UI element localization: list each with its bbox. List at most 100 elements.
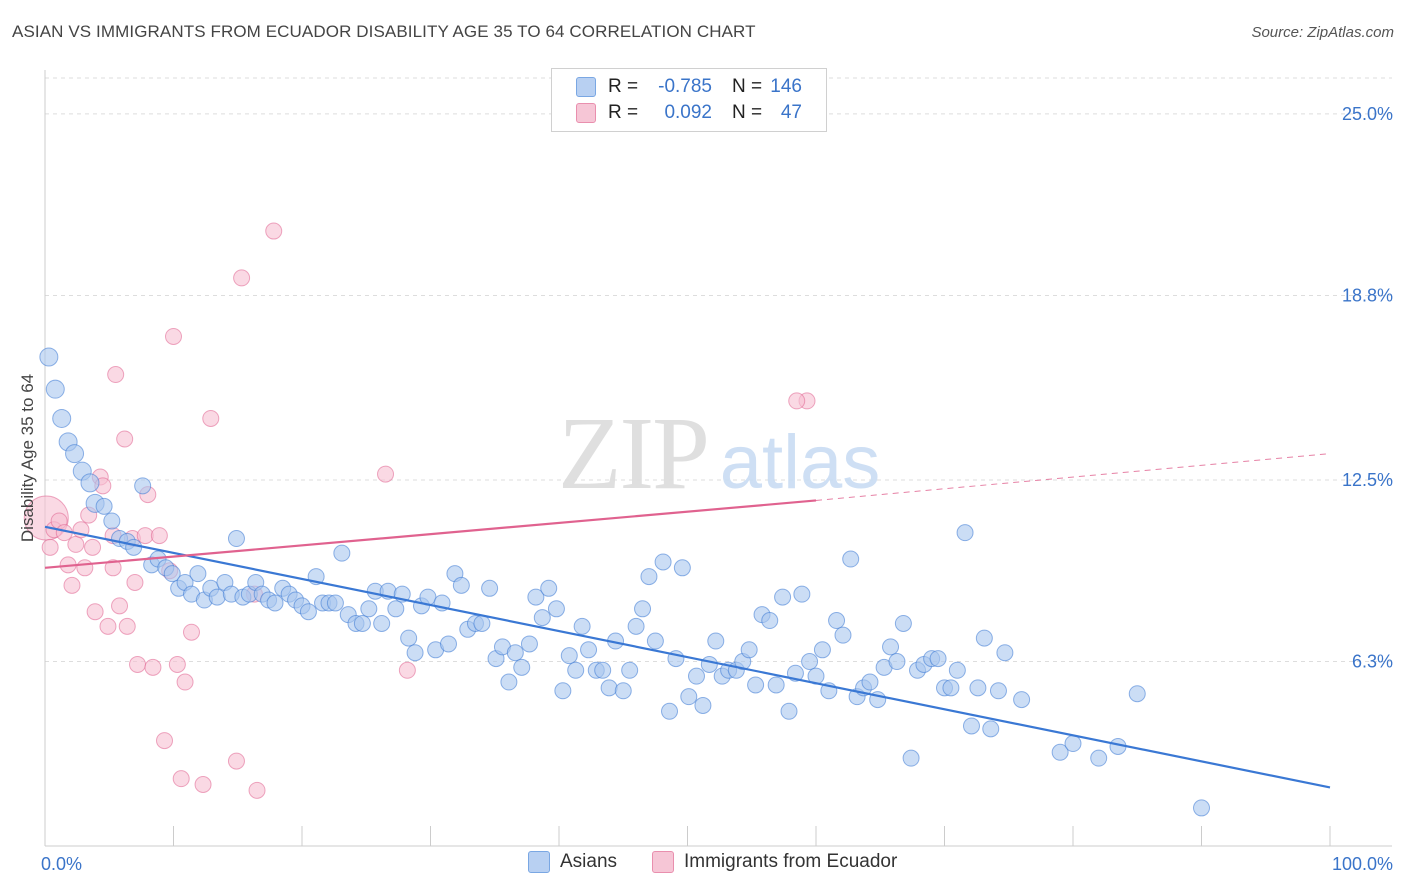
asian-point (299, 603, 317, 621)
asian-point (975, 629, 993, 647)
asian-point (646, 632, 664, 650)
asian-point (894, 614, 912, 632)
ecuador-point (84, 538, 102, 556)
ecuador-point (227, 752, 245, 770)
asian-point (65, 444, 85, 464)
asian-point (1128, 685, 1146, 703)
ecuador-point (41, 538, 59, 556)
asian-point (333, 544, 351, 562)
asians-legend-label: Asians (560, 851, 618, 872)
asian-point (962, 717, 980, 735)
asian-point (621, 661, 639, 679)
legend-item-asians[interactable]: Asians (528, 851, 617, 873)
asian-point (387, 600, 405, 618)
asian-point (640, 568, 658, 586)
asian-point (554, 682, 572, 700)
asian-point (1051, 743, 1069, 761)
asian-point (45, 379, 65, 399)
asian-point (969, 679, 987, 697)
asian-points (39, 347, 1210, 817)
x-tick-label: 100.0% (1332, 854, 1393, 874)
asian-point (189, 565, 207, 583)
ecuador-trend-line-dashed (815, 453, 1331, 501)
legend-item-ecuador[interactable]: Immigrants from Ecuador (652, 851, 897, 873)
asian-point (1013, 691, 1031, 709)
asian-point (842, 550, 860, 568)
asian-point (740, 641, 758, 659)
legend-row-ecuador: R = 0.092 N = 47 (576, 101, 802, 125)
asian-point (594, 661, 612, 679)
asian-point (861, 673, 879, 691)
asian-point (680, 688, 698, 706)
ecuador-point (99, 617, 117, 635)
y-tick-label: 12.5% (1342, 470, 1393, 490)
ecuador-point (67, 535, 85, 553)
asians-swatch (576, 77, 596, 97)
r-label: R = (608, 76, 639, 97)
asian-point (687, 667, 705, 685)
asians-legend-swatch (528, 851, 550, 873)
series-legend: Asians Immigrants from Ecuador (0, 851, 1406, 877)
stats-legend: R = -0.785 N = 146 R = 0.092 N = 47 (551, 68, 827, 132)
trend-lines (44, 453, 1331, 789)
ecuador-point (168, 655, 186, 673)
legend-row-asians: R = -0.785 N = 146 (576, 75, 802, 99)
y-tick-label: 18.8% (1342, 285, 1393, 305)
asian-point (540, 579, 558, 597)
asian-point (506, 644, 524, 662)
asian-point (163, 565, 181, 583)
ecuador-point (156, 732, 174, 750)
asian-point (266, 594, 284, 612)
y-tick-label: 25.0% (1342, 104, 1393, 124)
asian-point (813, 641, 831, 659)
n-label: N = (732, 76, 763, 97)
asian-trend-line (44, 525, 1331, 789)
ecuador-point (176, 673, 194, 691)
asian-point (673, 559, 691, 577)
ecuador-point (248, 781, 266, 799)
watermark-zip: ZIP (558, 396, 708, 511)
watermark: ZIP atlas (558, 396, 880, 511)
ecuador-point (172, 770, 190, 788)
ecuador-point (126, 573, 144, 591)
asian-point (694, 696, 712, 714)
asian-point (600, 679, 618, 697)
asian-point (473, 614, 491, 632)
asian-point (661, 702, 679, 720)
watermark-atlas: atlas (720, 420, 881, 505)
asian-point (761, 612, 779, 630)
ecuador-point (86, 603, 104, 621)
ecuador-point (788, 392, 806, 410)
ecuador-point (377, 465, 395, 483)
asian-point (942, 679, 960, 697)
ecuador-point (76, 559, 94, 577)
asian-point (774, 588, 792, 606)
asian-point (520, 635, 538, 653)
grid-lines (45, 77, 1392, 663)
asian-point (747, 676, 765, 694)
ecuador-point (182, 623, 200, 641)
asian-point (567, 661, 585, 679)
asian-point (400, 629, 418, 647)
ecuador-point (233, 269, 251, 287)
asian-point (700, 655, 718, 673)
asian-point (767, 676, 785, 694)
asian-point (406, 644, 424, 662)
ecuador-point (144, 658, 162, 676)
asians-n-value: 146 (770, 76, 802, 97)
ecuador-n-value: 47 (780, 102, 802, 123)
ecuador-point (194, 776, 212, 794)
asian-point (834, 626, 852, 644)
asian-point (125, 538, 143, 556)
asian-point (560, 647, 578, 665)
ecuador-point (129, 655, 147, 673)
asian-point (80, 473, 100, 493)
tick-labels: 6.3% 12.5% 18.8% 25.0% 0.0% 100.0% (41, 104, 1393, 874)
asian-point (1090, 749, 1108, 767)
ecuador-point (150, 527, 168, 545)
asian-point (956, 524, 974, 542)
x-tick-label: 0.0% (41, 854, 82, 874)
asians-r-value: -0.785 (658, 76, 712, 97)
asian-point (500, 673, 518, 691)
